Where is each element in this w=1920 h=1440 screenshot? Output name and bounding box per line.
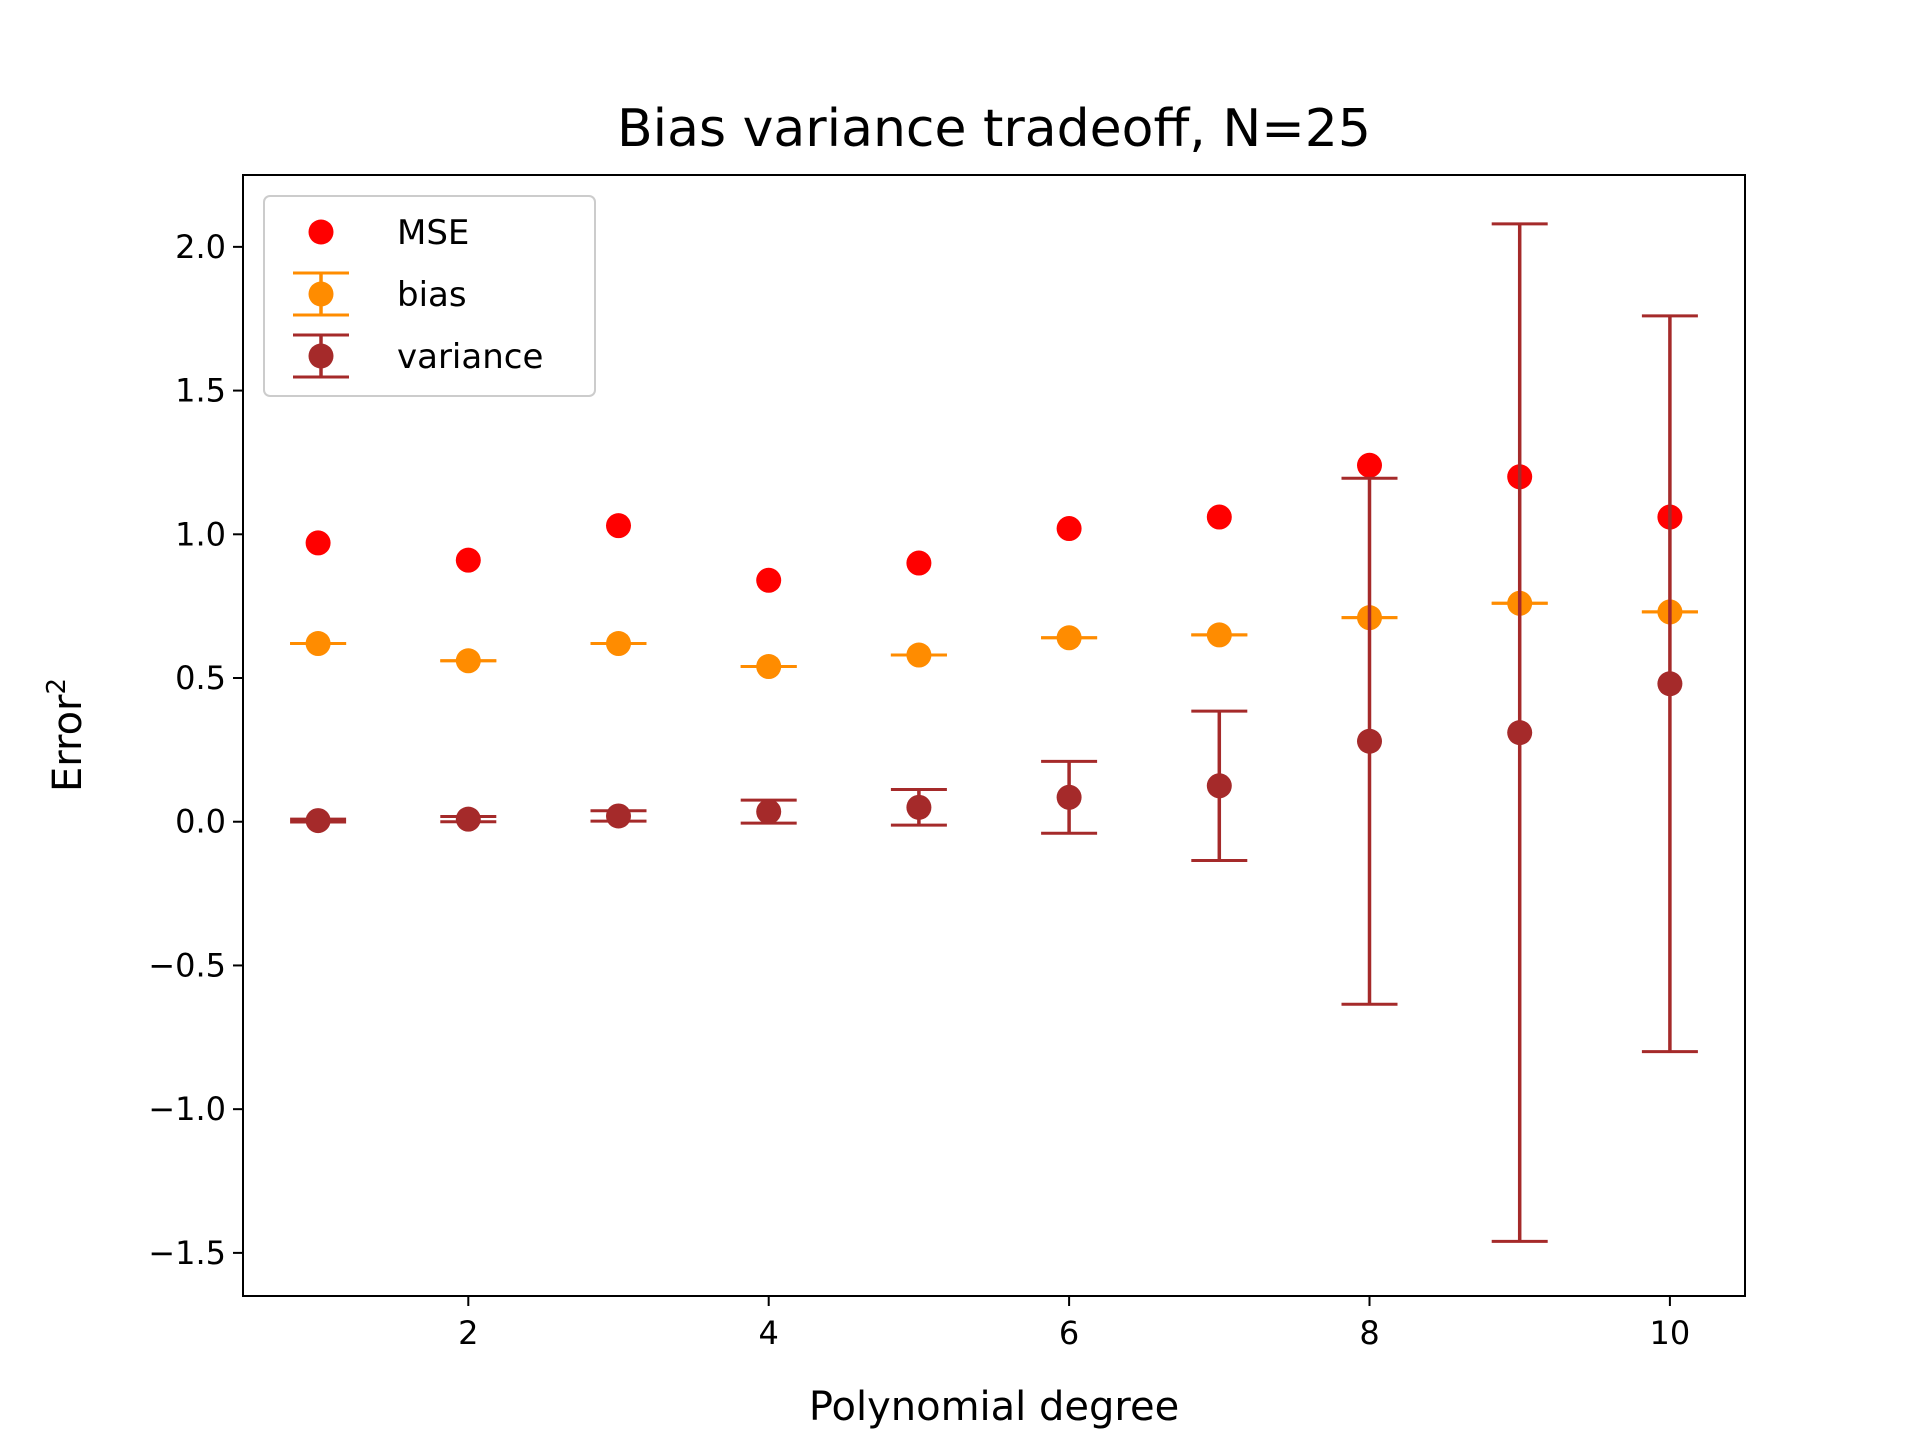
y-tick-label: 1.0 <box>175 515 226 553</box>
data-point-bias <box>1206 622 1232 648</box>
y-tick-label: 1.5 <box>175 372 226 410</box>
plot-marks <box>290 222 1698 1243</box>
y-tick-label: −0.5 <box>148 946 226 984</box>
data-point-variance <box>756 799 782 825</box>
x-tick-label: 2 <box>458 1314 478 1352</box>
data-point-bias <box>305 631 331 657</box>
data-point-MSE <box>1357 452 1382 478</box>
data-point-MSE <box>756 567 782 593</box>
data-point-variance <box>305 808 331 834</box>
legend-label: variance <box>397 337 543 377</box>
legend-box <box>263 195 596 397</box>
y-axis-label: Error2 <box>42 678 91 792</box>
data-point-bias <box>906 642 932 668</box>
data-point-variance <box>1657 671 1683 697</box>
data-point-variance <box>1507 720 1533 746</box>
x-tick-label: 4 <box>759 1314 779 1352</box>
y-tick-label: −1.0 <box>148 1090 226 1128</box>
y-tick-label: 0.5 <box>175 659 226 697</box>
data-point-MSE <box>305 530 331 556</box>
data-point-bias <box>756 654 782 680</box>
data-point-MSE <box>1206 504 1232 530</box>
legend-marker <box>308 219 334 245</box>
chart-title: Bias variance tradeoff, N=25 <box>617 99 1371 159</box>
legend-marker <box>308 281 334 307</box>
x-tick-label: 8 <box>1359 1314 1379 1352</box>
y-tick-label: 2.0 <box>175 228 226 266</box>
y-tick-label: −1.5 <box>148 1234 226 1272</box>
data-point-bias <box>455 648 481 674</box>
data-point-variance <box>455 806 481 832</box>
x-axis-label: Polynomial degree <box>809 1384 1179 1430</box>
data-point-variance <box>606 803 631 829</box>
data-point-MSE <box>455 547 481 573</box>
legend-entry-variance: variance <box>293 333 543 379</box>
plot-frame <box>242 174 1746 1297</box>
legend-label: MSE <box>397 213 469 253</box>
x-tick-label: 6 <box>1059 1314 1079 1352</box>
y-tick-label: 0.0 <box>175 803 226 841</box>
data-point-variance <box>1206 773 1232 799</box>
data-point-variance <box>1357 728 1382 754</box>
data-point-variance <box>906 794 932 820</box>
data-point-bias <box>606 631 631 657</box>
legend: MSE bias variance <box>263 195 596 397</box>
axis-ticks: 2 4 6 8 10 −1.5 −1.0 −0.5 0.0 0.5 1.0 1.5 2.0 <box>148 228 1690 1352</box>
data-point-bias <box>1056 625 1082 651</box>
legend-marker <box>308 343 334 369</box>
data-point-MSE <box>1056 516 1082 542</box>
data-point-MSE <box>906 550 932 576</box>
data-point-variance <box>1056 784 1082 810</box>
x-tick-label: 10 <box>1650 1314 1691 1352</box>
data-point-MSE <box>606 513 631 539</box>
legend-entry-bias: bias <box>293 271 467 317</box>
y-axis-label-superscript: 2 <box>42 678 72 695</box>
y-axis-label-base: Error <box>45 694 91 792</box>
legend-label: bias <box>397 275 467 315</box>
legend-entry-MSE: MSE <box>308 213 469 253</box>
